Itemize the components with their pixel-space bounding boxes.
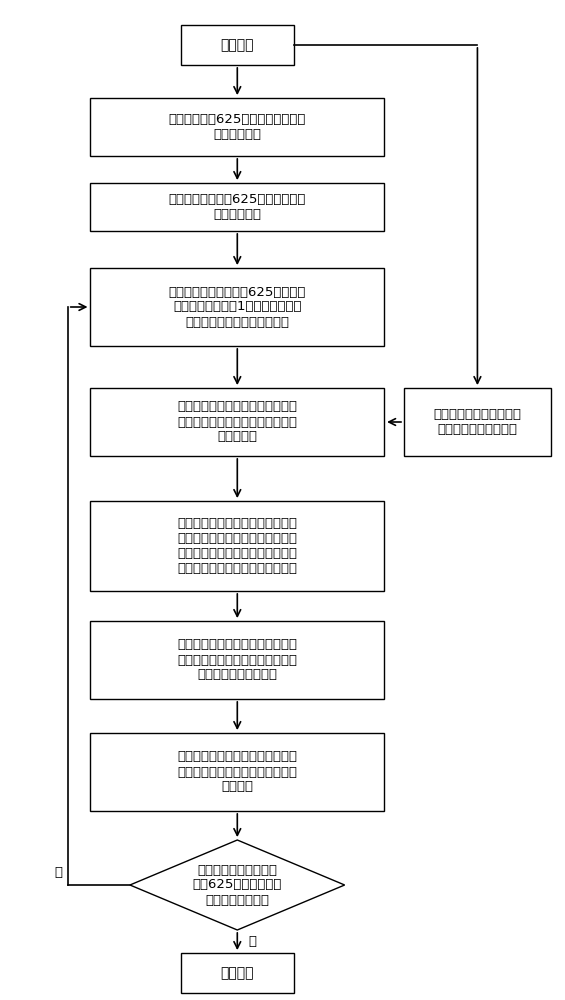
Text: 信号分配网络是否对输
入的625路耦合信号遍
历选择输出完成？: 信号分配网络是否对输 入的625路耦合信号遍 历选择输出完成？ [193,863,282,906]
FancyBboxPatch shape [90,621,384,699]
Text: 发射组件调整该路发射信号的信号
特征值，使其与基准信号的信号特
征值一致: 发射组件调整该路发射信号的信号 特征值，使其与基准信号的信号特 征值一致 [177,750,297,794]
Text: 上位机软件对标校信号和基准信号
的信号特征值作差，得到标校调整
量，并输出给发射组件: 上位机软件对标校信号和基准信号 的信号特征值作差，得到标校调整 量，并输出给发射… [177,639,297,682]
FancyBboxPatch shape [181,953,294,993]
FancyBboxPatch shape [90,98,384,156]
Polygon shape [130,840,345,930]
Text: 标校开始: 标校开始 [220,38,254,52]
FancyBboxPatch shape [90,183,384,231]
FancyBboxPatch shape [181,25,294,65]
FancyBboxPatch shape [90,733,384,811]
Text: 阵列天线耦合输出625路耦合信号给
信号分配网络: 阵列天线耦合输出625路耦合信号给 信号分配网络 [168,193,306,221]
FancyBboxPatch shape [404,388,551,456]
Text: 否: 否 [54,866,62,880]
Text: 发射组件产生625路发射信号，并输
出给阵列天线: 发射组件产生625路发射信号，并输 出给阵列天线 [168,113,306,141]
Text: 标校信号和基准信号经过恒温信道
设备的变频和功率调整后输出给标
校接收设备: 标校信号和基准信号经过恒温信道 设备的变频和功率调整后输出给标 校接收设备 [177,400,297,444]
Text: 信号分配网络对输入的625路耦合信
号进行切换，选择1路耦合信号作为
标校信号输出给恒温信道设备: 信号分配网络对输入的625路耦合信 号进行切换，选择1路耦合信号作为 标校信号输… [168,286,306,328]
Text: 标校接收设备对标校信号和基准信
号进行信号处理，得到标校信号和
基准信号同一时刻的信号特征值，
并将信号特征值输出给上位机软件: 标校接收设备对标校信号和基准信 号进行信号处理，得到标校信号和 基准信号同一时刻… [177,517,297,575]
Text: 恒温基准源产生基准信号
并输出给恒温信道设备: 恒温基准源产生基准信号 并输出给恒温信道设备 [433,408,521,436]
FancyBboxPatch shape [90,268,384,346]
FancyBboxPatch shape [90,501,384,591]
Text: 是: 是 [249,935,257,948]
FancyBboxPatch shape [90,388,384,456]
Text: 标校结束: 标校结束 [220,966,254,980]
